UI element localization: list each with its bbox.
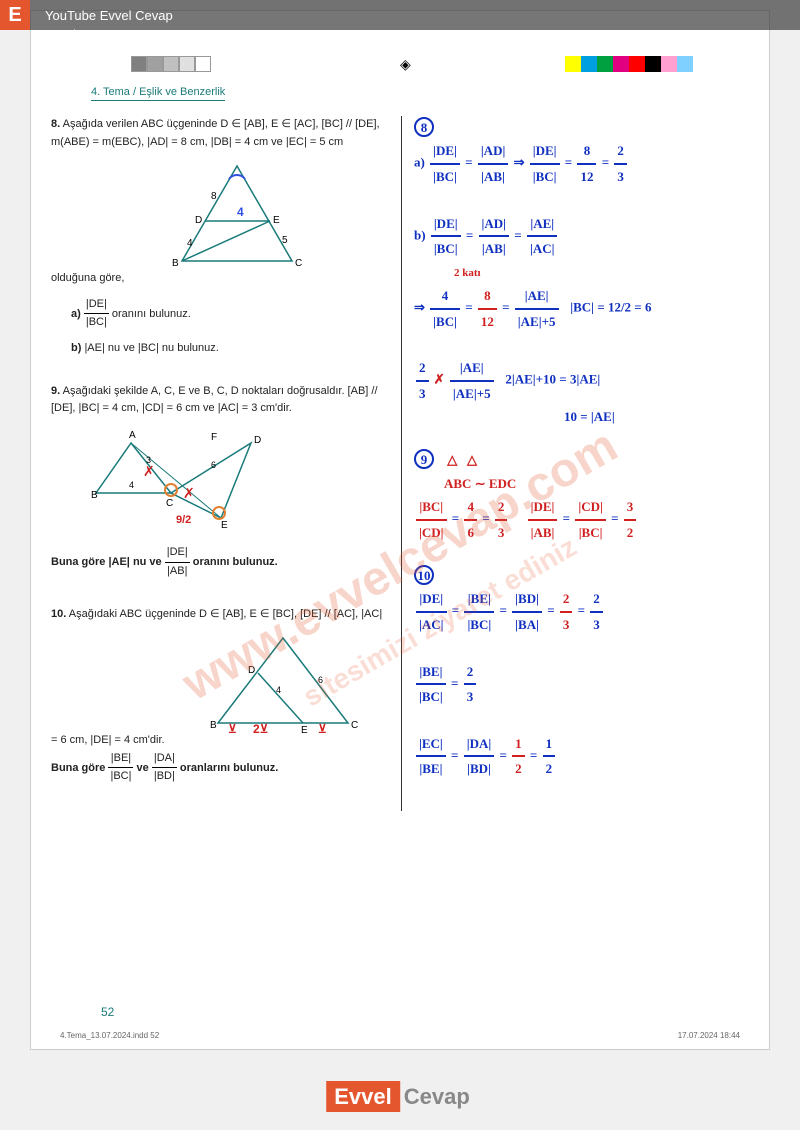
color-strip-left <box>131 56 211 72</box>
url-watermark: evvelcevap.com <box>50 28 129 40</box>
q8-a: a) |DE||BC| oranını bulunuz. <box>71 296 391 332</box>
page-number: 52 <box>101 1005 114 1019</box>
chapter-header: 4. Tema / Eşlik ve Benzerlik <box>91 86 225 101</box>
logo-badge: E <box>0 0 30 30</box>
svg-text:4: 4 <box>187 238 193 249</box>
svg-text:✗: ✗ <box>143 463 155 479</box>
answer-9: 9 △ △ ABC ∼ EDC |BC||CD| = 46 = 23 |DE||… <box>414 448 741 544</box>
q10-prompt: Buna göre |BE||BC| ve |DA||BD| oranların… <box>51 750 391 786</box>
svg-text:A: A <box>235 161 242 164</box>
q10-triangle: A B C D E 4 6 ⊻ 2⊻ ⊻ <box>208 633 358 733</box>
svg-text:6: 6 <box>318 675 323 685</box>
ans8-badge: 8 <box>414 117 434 137</box>
footer-logo: EvvelCevap <box>326 1084 474 1110</box>
svg-text:D: D <box>254 435 261 446</box>
footer-date: 17.07.2024 18:44 <box>678 1031 740 1040</box>
svg-text:2⊻: 2⊻ <box>253 722 268 733</box>
youtube-title: YouTube Evvel Cevap <box>45 8 173 23</box>
svg-text:C: C <box>295 258 302 269</box>
svg-text:⊻: ⊻ <box>318 722 327 733</box>
svg-text:4: 4 <box>237 205 244 219</box>
q9-num: 9. <box>51 385 60 397</box>
svg-text:4: 4 <box>276 685 281 695</box>
svg-text:F: F <box>211 432 217 443</box>
q9-text: Aşağıdaki şekilde A, C, E ve B, C, D nok… <box>51 385 378 415</box>
question-10: 10. Aşağıdaki ABC üçgeninde D ∈ [AB], E … <box>51 606 391 786</box>
svg-text:A: A <box>281 633 288 636</box>
svg-text:5: 5 <box>282 235 288 246</box>
page-content: ◈ 4. Tema / Eşlik ve Benzerlik 8. Aşağıd… <box>30 10 770 1050</box>
answer-8: 8 a) |DE||BC| = |AD||AB| ⇒ |DE||BC| = 81… <box>414 116 741 428</box>
svg-text:D: D <box>248 665 255 676</box>
svg-text:4: 4 <box>129 480 134 490</box>
q9-prompt: Buna göre |AE| nu ve |DE||AB| oranını bu… <box>51 544 391 580</box>
q8-b: b) |AE| nu ve |BC| nu bulunuz. <box>71 340 391 358</box>
registration-mark: ◈ <box>400 56 414 70</box>
svg-text:E: E <box>301 725 308 733</box>
question-9: 9. Aşağıdaki şekilde A, C, E ve B, C, D … <box>51 383 391 581</box>
svg-text:E: E <box>221 520 228 528</box>
svg-text:D: D <box>195 215 202 226</box>
svg-text:B: B <box>172 258 179 269</box>
svg-text:B: B <box>91 490 98 501</box>
color-strip-right <box>565 56 709 72</box>
q8-num: 8. <box>51 118 60 130</box>
svg-text:⊻: ⊻ <box>228 722 237 733</box>
top-bar: YouTube Evvel Cevap <box>0 0 800 30</box>
questions-column: 8. Aşağıda verilen ABC üçgeninde D ∈ [AB… <box>51 116 401 811</box>
svg-text:C: C <box>166 498 173 509</box>
q9-figure: A B C D E F 3 4 6 ✗ ✗ 9/2 <box>91 428 271 528</box>
svg-text:C: C <box>351 720 358 731</box>
svg-text:A: A <box>129 430 136 441</box>
answers-column: 8 a) |DE||BC| = |AD||AB| ⇒ |DE||BC| = 81… <box>401 116 741 811</box>
svg-text:9/2: 9/2 <box>176 514 191 526</box>
svg-text:B: B <box>210 720 217 731</box>
svg-text:✗: ✗ <box>183 485 195 501</box>
svg-text:6: 6 <box>211 460 216 470</box>
q8-triangle: A B C D E 8 4 4 5 <box>167 161 307 271</box>
ans9-badge: 9 <box>414 449 434 469</box>
answer-10: 10 |DE||AC| = |BE||BC| = |BD||BA| = 23 =… <box>414 564 741 781</box>
ans10-badge: 10 <box>414 565 434 585</box>
svg-text:E: E <box>273 215 280 226</box>
q10-num: 10. <box>51 608 66 620</box>
question-8: 8. Aşağıda verilen ABC üçgeninde D ∈ [AB… <box>51 116 391 358</box>
svg-text:8: 8 <box>211 191 217 202</box>
footer-file: 4.Tema_13.07.2024.indd 52 <box>60 1031 159 1040</box>
